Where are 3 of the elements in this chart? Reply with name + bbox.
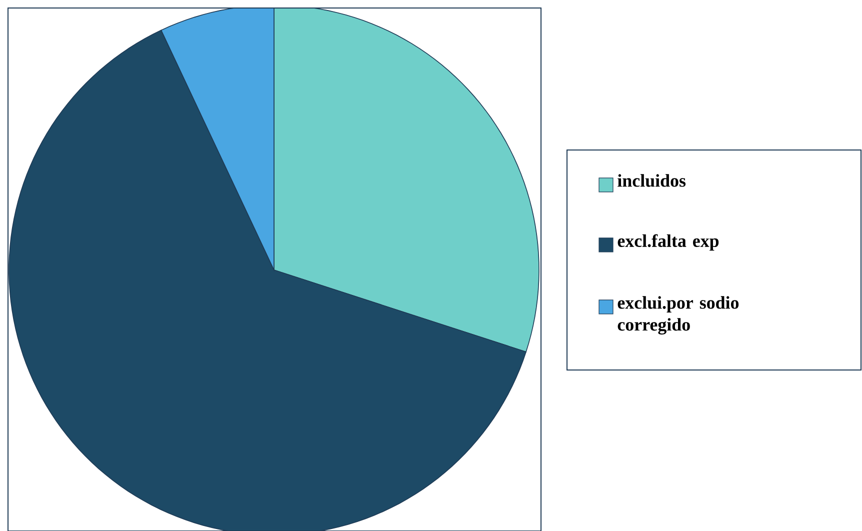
legend-label: incluidos xyxy=(618,174,686,187)
legend-label: exclui.por sodio corregido xyxy=(618,296,739,334)
legend-label: excl.falta exp xyxy=(618,234,719,251)
